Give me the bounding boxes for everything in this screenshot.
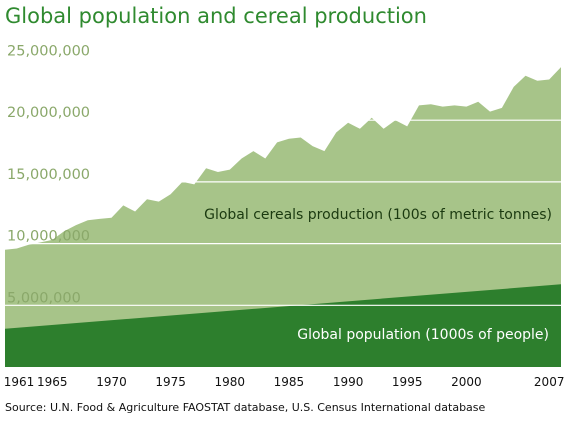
y-axis-ticks: 5,000,000 10,000,000 15,000,000 20,000,000 2… — [7, 44, 90, 307]
x-tick-label: 2000 — [451, 375, 482, 389]
x-tick-label: 1965 — [37, 375, 68, 389]
y-tick-label: 25,000,000 — [7, 44, 90, 60]
series-area-cereals — [5, 67, 561, 367]
series-label-cereals: Global cereals production (100s of metri… — [204, 207, 552, 223]
x-tick-label: 1970 — [96, 375, 127, 389]
x-tick-label: 1990 — [333, 375, 364, 389]
y-tick-label: 20,000,000 — [7, 105, 90, 121]
x-axis-ticks: 1961 1965 1970 1975 1980 1985 1990 1995 2000 2007 — [4, 375, 565, 389]
x-tick-label: 1975 — [155, 375, 186, 389]
chart-title: Global population and cereal production — [5, 4, 427, 28]
y-tick-label: 5,000,000 — [7, 290, 81, 306]
y-tick-label: 10,000,000 — [7, 229, 90, 245]
x-tick-label: 1961 — [4, 375, 35, 389]
x-tick-label: 1985 — [274, 375, 305, 389]
gridlines — [5, 57, 561, 306]
y-tick-label: 15,000,000 — [7, 167, 90, 183]
series-label-population: Global population (1000s of people) — [297, 327, 549, 343]
x-tick-label: 2007 — [534, 375, 565, 389]
x-tick-label: 1980 — [215, 375, 246, 389]
source-note: Source: U.N. Food & Agriculture FAOSTAT … — [5, 401, 486, 414]
x-tick-label: 1995 — [392, 375, 423, 389]
